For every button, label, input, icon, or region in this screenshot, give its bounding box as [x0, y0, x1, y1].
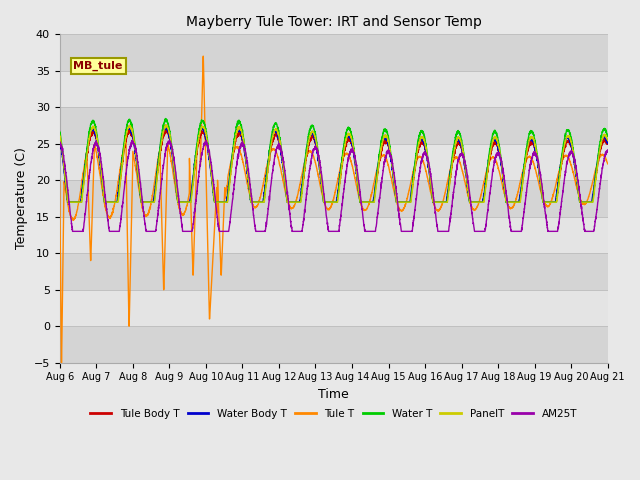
- Y-axis label: Temperature (C): Temperature (C): [15, 147, 28, 250]
- Bar: [60, 253, 608, 290]
- Title: Mayberry Tule Tower: IRT and Sensor Temp: Mayberry Tule Tower: IRT and Sensor Temp: [186, 15, 482, 29]
- Bar: [60, 144, 608, 180]
- Bar: [60, 217, 608, 253]
- Bar: [60, 71, 608, 108]
- Bar: [60, 108, 608, 144]
- X-axis label: Time: Time: [318, 388, 349, 401]
- Bar: [60, 290, 608, 326]
- Bar: [60, 326, 608, 363]
- Text: MB_tule: MB_tule: [74, 61, 123, 71]
- Legend: Tule Body T, Water Body T, Tule T, Water T, PanelT, AM25T: Tule Body T, Water Body T, Tule T, Water…: [86, 405, 581, 423]
- Bar: [60, 180, 608, 217]
- Bar: [60, 35, 608, 71]
